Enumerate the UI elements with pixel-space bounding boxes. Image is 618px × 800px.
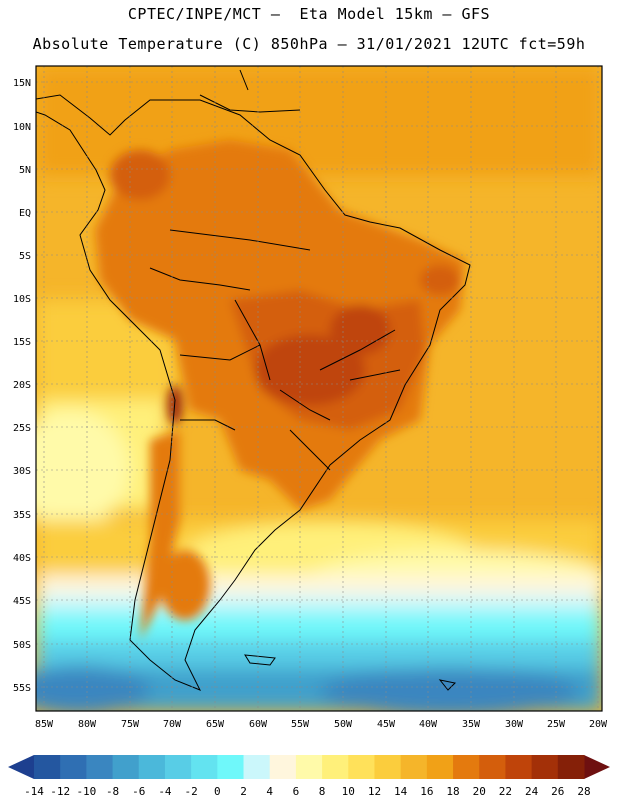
legend-arrow-min (8, 755, 34, 779)
legend-swatch (269, 755, 297, 779)
legend-tick-label: 6 (293, 785, 300, 798)
legend-swatch (86, 755, 114, 779)
lat-label: 40S (13, 553, 31, 564)
lat-label: 5S (19, 251, 31, 262)
lon-label: 45W (377, 719, 396, 730)
legend-swatch (426, 755, 454, 779)
latitude-axis: 15N 10N 5N EQ 5S 10S 15S 20S 25S 30S 35S… (13, 78, 31, 694)
legend-swatch (348, 755, 375, 779)
legend-tick-label: 0 (214, 785, 221, 798)
lat-label: EQ (19, 208, 31, 219)
legend-tick-label: -10 (76, 785, 96, 798)
lat-label: 10S (13, 294, 31, 305)
legend-swatch (557, 755, 585, 779)
map-title-line-1: CPTEC/INPE/MCT – Eta Model 15km – GFS (127, 5, 491, 23)
map-title-line-2: Absolute Temperature (C) 850hPa – 31/01/… (32, 35, 586, 53)
legend-tick-label: -4 (158, 785, 172, 798)
legend-swatch (138, 755, 166, 779)
legend-swatch (374, 755, 402, 779)
lon-label: 55W (291, 719, 310, 730)
legend-swatch (217, 755, 245, 779)
lat-label: 20S (13, 380, 31, 391)
lon-label: 35W (462, 719, 481, 730)
legend-tick-label: 24 (525, 785, 539, 798)
legend-swatch (34, 755, 61, 779)
legend-swatch (243, 755, 271, 779)
legend-swatch (400, 755, 428, 779)
lat-label: 25S (13, 423, 31, 434)
lat-label: 55S (13, 683, 31, 694)
lat-label: 5N (19, 165, 31, 176)
legend-tick-label: 26 (551, 785, 564, 798)
lat-label: 35S (13, 510, 31, 521)
lon-label: 40W (419, 719, 438, 730)
legend-tick-label: 8 (319, 785, 326, 798)
legend-tick-label: 20 (473, 785, 486, 798)
lon-label: 60W (249, 719, 268, 730)
legend-tick-label: 2 (240, 785, 247, 798)
map-frame (35, 65, 603, 712)
legend-swatch (531, 755, 559, 779)
legend-tick-label: 4 (266, 785, 273, 798)
legend-swatch (164, 755, 192, 779)
legend-swatch (505, 755, 533, 779)
lat-label: 15S (13, 337, 31, 348)
lat-label: 30S (13, 466, 31, 477)
legend-swatch (295, 755, 323, 779)
legend-tick-label: -12 (50, 785, 70, 798)
lon-label: 70W (163, 719, 182, 730)
legend-tick-label: 14 (394, 785, 408, 798)
lon-label: 20W (589, 719, 608, 730)
legend-swatch (479, 755, 506, 779)
lat-label: 50S (13, 640, 31, 651)
lat-label: 10N (13, 122, 31, 133)
legend-swatch (322, 755, 349, 779)
lon-label: 85W (35, 719, 54, 730)
lon-label: 80W (78, 719, 97, 730)
legend-swatch (112, 755, 140, 779)
legend-tick-label: 18 (446, 785, 459, 798)
lon-label: 25W (547, 719, 566, 730)
color-scale-legend: -14 -12 -10 -8 -6 -4 -2 0 2 4 6 8 10 12 14 16 18 20 22 24 26… (8, 755, 610, 798)
legend-tick-label: -6 (132, 785, 145, 798)
grid-lines (36, 66, 602, 711)
lon-label: 30W (505, 719, 524, 730)
lat-label: 15N (13, 78, 31, 89)
legend-tick-label: -14 (24, 785, 44, 798)
legend-arrow-max (584, 755, 610, 779)
legend-tick-label: 12 (368, 785, 381, 798)
legend-swatch (191, 755, 218, 779)
lat-label: 45S (13, 596, 31, 607)
legend-tick-label: 28 (577, 785, 590, 798)
legend-tick-label: -8 (106, 785, 119, 798)
lon-label: 75W (121, 719, 140, 730)
lon-label: 50W (334, 719, 353, 730)
legend-swatch (453, 755, 480, 779)
lon-label: 65W (206, 719, 225, 730)
legend-swatch (60, 755, 87, 779)
legend-tick-label: 16 (420, 785, 433, 798)
temperature-field (36, 66, 602, 711)
legend-tick-label: 22 (499, 785, 512, 798)
legend-tick-label: -2 (185, 785, 198, 798)
legend-tick-label: 10 (342, 785, 355, 798)
longitude-axis: 85W 80W 75W 70W 65W 60W 55W 50W 45W 40W … (35, 719, 608, 730)
